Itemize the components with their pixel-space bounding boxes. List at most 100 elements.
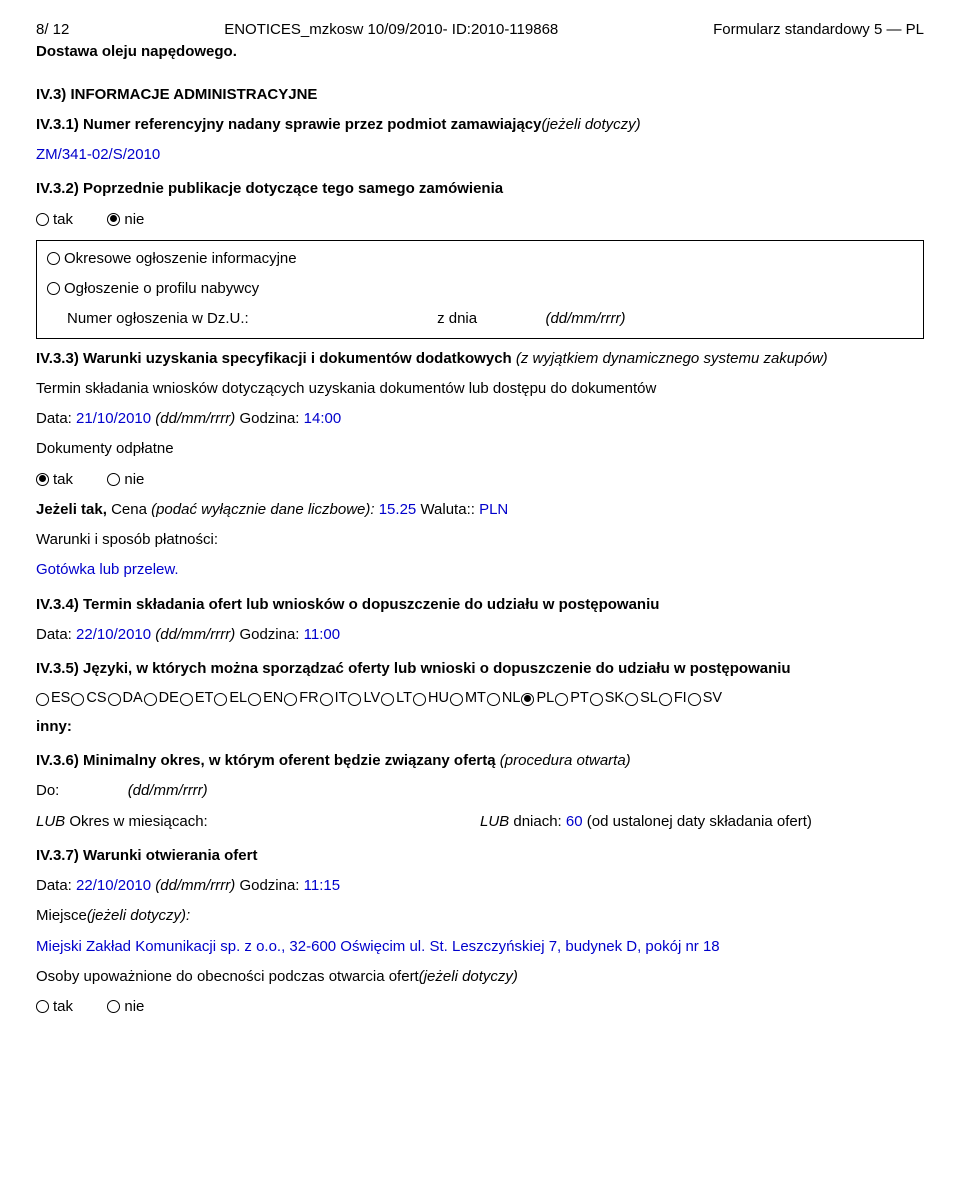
lang-option-cs[interactable]: CS xyxy=(71,689,106,709)
doc-id: ENOTICES_mzkosw 10/09/2010- ID:2010-1198… xyxy=(224,20,558,40)
iv33-price-text: Cena xyxy=(111,501,147,518)
lang-option-de[interactable]: DE xyxy=(144,689,179,709)
iv34-time-val: 11:00 xyxy=(304,626,340,643)
radio-empty-icon[interactable] xyxy=(450,693,463,706)
iv33-dd: (dd/mm/rrrr) xyxy=(155,410,235,427)
radio-empty-icon[interactable] xyxy=(625,693,638,706)
iv34-date-label: Data: xyxy=(36,626,72,643)
radio-filled-icon[interactable] xyxy=(521,693,534,706)
radio-empty-icon[interactable] xyxy=(36,693,49,706)
lang-option-et[interactable]: ET xyxy=(180,689,214,709)
radio-empty-icon[interactable] xyxy=(108,693,121,706)
lang-code: DA xyxy=(123,689,143,709)
iv36-heading: IV.3.6) Minimalny okres, w którym oferen… xyxy=(36,752,500,769)
radio-empty-icon[interactable] xyxy=(36,213,49,226)
radio-empty-icon[interactable] xyxy=(659,693,672,706)
iv36-heading-row: IV.3.6) Minimalny okres, w którym oferen… xyxy=(36,751,924,771)
lang-code: LV xyxy=(363,689,380,709)
radio-empty-icon[interactable] xyxy=(47,282,60,295)
iv32-no: nie xyxy=(124,211,144,228)
form-code: Formularz standardowy 5 — PL xyxy=(713,20,924,40)
lang-code: SL xyxy=(640,689,658,709)
lang-option-nl[interactable]: NL xyxy=(487,689,521,709)
iv36-lub2: LUB xyxy=(480,813,509,830)
iv33-date-label: Data: xyxy=(36,410,72,427)
lang-option-el[interactable]: EL xyxy=(214,689,247,709)
radio-empty-icon[interactable] xyxy=(36,1000,49,1013)
iv33-yesno: tak nie xyxy=(36,470,924,490)
lang-option-mt[interactable]: MT xyxy=(450,689,486,709)
lang-code: EN xyxy=(263,689,283,709)
iv37-persons-suffix: (jeżeli dotyczy) xyxy=(419,968,518,985)
iv37-dd: (dd/mm/rrrr) xyxy=(155,877,235,894)
iv34-date-row: Data: 22/10/2010 (dd/mm/rrrr) Godzina: 1… xyxy=(36,625,924,645)
radio-empty-icon[interactable] xyxy=(107,473,120,486)
iv32-box: Okresowe ogłoszenie informacyjne Ogłosze… xyxy=(36,240,924,339)
lang-option-hu[interactable]: HU xyxy=(413,689,449,709)
lang-code: FI xyxy=(674,689,687,709)
lang-code: DE xyxy=(159,689,179,709)
iv34-time-label: Godzina: xyxy=(239,626,299,643)
iv33-price-row: Jeżeli tak, Cena (podać wyłącznie dane l… xyxy=(36,500,924,520)
iv36-dd: (dd/mm/rrrr) xyxy=(128,782,208,799)
radio-empty-icon[interactable] xyxy=(348,693,361,706)
radio-empty-icon[interactable] xyxy=(320,693,333,706)
lang-option-fr[interactable]: FR xyxy=(284,689,318,709)
doc-subtitle: Dostawa oleju napędowego. xyxy=(36,42,924,62)
radio-empty-icon[interactable] xyxy=(413,693,426,706)
iv36-days-suffix: (od ustalonej daty składania ofert) xyxy=(587,813,812,830)
radio-empty-icon[interactable] xyxy=(555,693,568,706)
iv33-term-line: Termin składania wniosków dotyczących uz… xyxy=(36,379,924,399)
iv37-place-suffix: (jeżeli dotyczy): xyxy=(87,907,190,924)
iv33-currency-val: PLN xyxy=(479,501,508,518)
radio-empty-icon[interactable] xyxy=(71,693,84,706)
radio-empty-icon[interactable] xyxy=(590,693,603,706)
iv37-date-val: 22/10/2010 xyxy=(76,877,151,894)
radio-filled-icon[interactable] xyxy=(36,473,49,486)
iv36-months: Okres w miesiącach: xyxy=(69,813,207,830)
iv31-heading: IV.3.1) Numer referencyjny nadany sprawi… xyxy=(36,115,924,135)
iv32-box-line2: Ogłoszenie o profilu nabywcy xyxy=(64,280,259,297)
lang-option-sk[interactable]: SK xyxy=(590,689,624,709)
radio-empty-icon[interactable] xyxy=(107,1000,120,1013)
iv36-do: Do: xyxy=(36,782,59,799)
lang-option-sl[interactable]: SL xyxy=(625,689,658,709)
lang-option-da[interactable]: DA xyxy=(108,689,143,709)
lang-option-pl[interactable]: PL xyxy=(521,689,554,709)
iv37-yesno: tak nie xyxy=(36,997,924,1017)
lang-option-lt[interactable]: LT xyxy=(381,689,412,709)
radio-filled-icon[interactable] xyxy=(107,213,120,226)
radio-empty-icon[interactable] xyxy=(688,693,701,706)
iv32-yesno: tak nie xyxy=(36,210,924,230)
radio-empty-icon[interactable] xyxy=(284,693,297,706)
iv33-pay-terms: Warunki i sposób płatności: xyxy=(36,530,924,550)
iv37-no: nie xyxy=(124,998,144,1015)
iv33-price-paren: (podać wyłącznie dane liczbowe): xyxy=(151,501,374,518)
iv37-place-label: Miejsce xyxy=(36,907,87,924)
lang-option-it[interactable]: IT xyxy=(320,689,348,709)
lang-option-pt[interactable]: PT xyxy=(555,689,589,709)
lang-option-lv[interactable]: LV xyxy=(348,689,380,709)
radio-empty-icon[interactable] xyxy=(381,693,394,706)
iv32-dd: (dd/mm/rrrr) xyxy=(545,310,625,327)
lang-code: MT xyxy=(465,689,486,709)
iv32-box-line1: Okresowe ogłoszenie informacyjne xyxy=(64,250,297,267)
lang-code: PL xyxy=(536,689,554,709)
radio-empty-icon[interactable] xyxy=(487,693,500,706)
iv33-price-label: Jeżeli tak, xyxy=(36,501,107,518)
radio-empty-icon[interactable] xyxy=(47,252,60,265)
lang-option-es[interactable]: ES xyxy=(36,689,70,709)
radio-empty-icon[interactable] xyxy=(248,693,261,706)
lang-option-sv[interactable]: SV xyxy=(688,689,722,709)
iv31-heading-bold: IV.3.1) Numer referencyjny nadany sprawi… xyxy=(36,116,541,133)
iv37-date-label: Data: xyxy=(36,877,72,894)
iv33-price-val: 15.25 xyxy=(379,501,417,518)
lang-code: ES xyxy=(51,689,70,709)
iv32-yes: tak xyxy=(53,211,73,228)
lang-option-fi[interactable]: FI xyxy=(659,689,687,709)
lang-option-en[interactable]: EN xyxy=(248,689,283,709)
iv33-suffix: (z wyjątkiem dynamicznego systemu zakupó… xyxy=(516,350,828,367)
radio-empty-icon[interactable] xyxy=(144,693,157,706)
radio-empty-icon[interactable] xyxy=(214,693,227,706)
radio-empty-icon[interactable] xyxy=(180,693,193,706)
